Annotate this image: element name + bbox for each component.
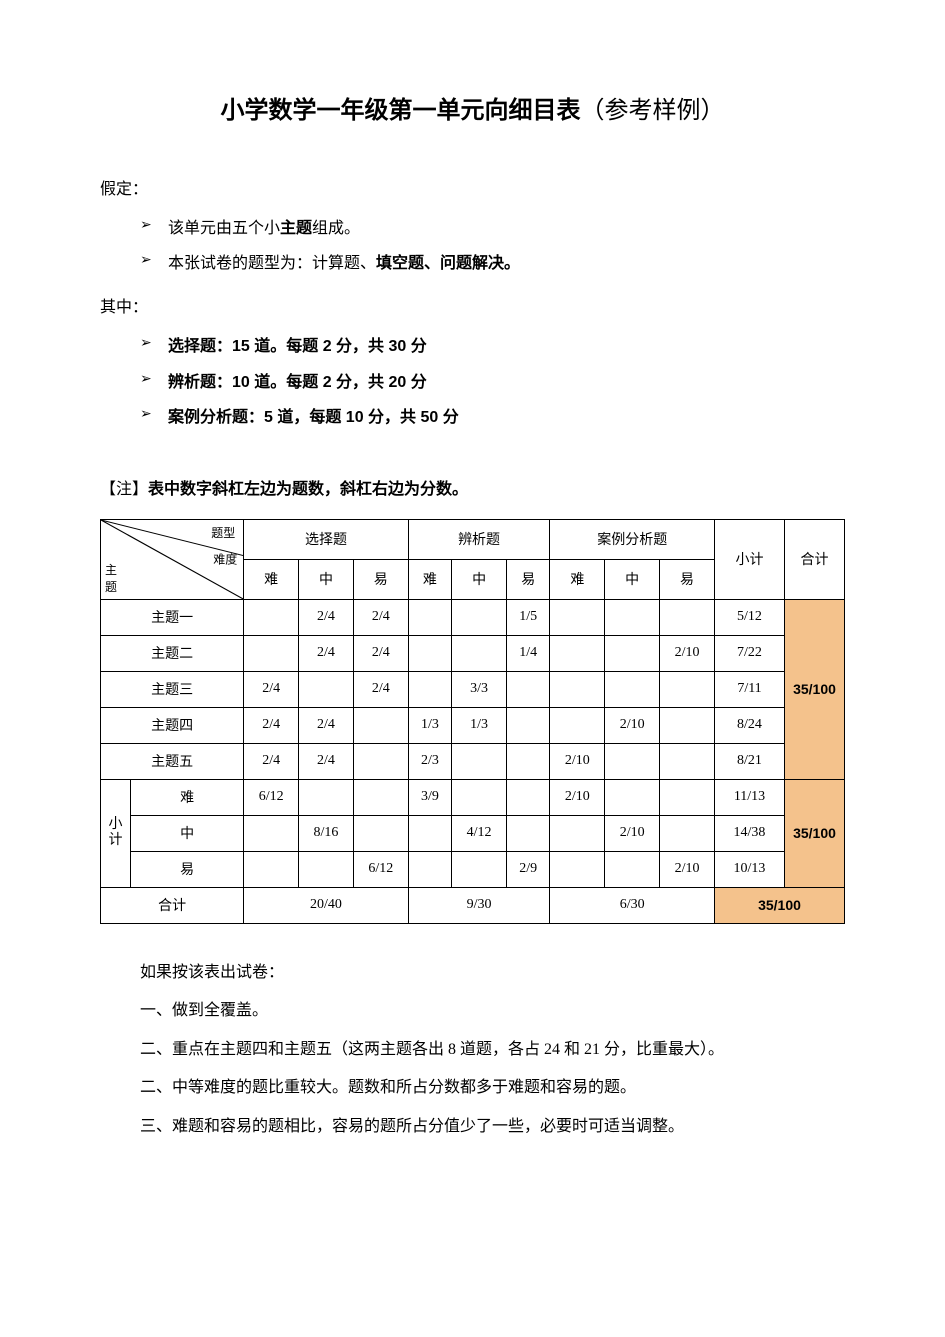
title-bold: 小学数学一年级第一单元向细目表 <box>221 97 581 124</box>
list-item: 该单元由五个小主题组成。 <box>140 211 845 246</box>
among-list: 选择题：15 道。每题 2 分，共 30 分 辨析题：10 道。每题 2 分，共… <box>100 329 845 435</box>
list-item: 辨析题：10 道。每题 2 分，共 20 分 <box>140 365 845 400</box>
list-item: 案例分析题：5 道，每题 10 分，共 50 分 <box>140 400 845 435</box>
table-row: 主题四 2/42/4 1/31/3 2/10 8/24 <box>101 707 845 743</box>
footer-item: 二、中等难度的题比重较大。题数和所占分数都多于难题和容易的题。 <box>140 1069 845 1107</box>
header-total: 合计 <box>785 519 845 599</box>
grand-total-row: 合计 20/40 9/30 6/30 35/100 <box>101 887 845 923</box>
note: 【注】表中数字斜杠左边为题数，斜杠右边为分数。 <box>100 475 845 499</box>
corner-cell: 题型 难度 主 题 <box>101 519 244 599</box>
grand-total: 35/100 <box>715 887 845 923</box>
subtotal-row: 中 8/16 4/12 2/10 14/38 <box>101 815 845 851</box>
footer-item: 三、难题和容易的题相比，容易的题所占分值少了一些，必要时可适当调整。 <box>140 1108 845 1146</box>
assume-list: 该单元由五个小主题组成。 本张试卷的题型为：计算题、填空题、问题解决。 <box>100 211 845 281</box>
header-group: 辨析题 <box>408 519 550 559</box>
footer-item: 二、重点在主题四和主题五（这两主题各出 8 道题，各占 24 和 21 分，比重… <box>140 1031 845 1069</box>
table-row: 主题三 2/42/4 3/3 7/11 <box>101 671 845 707</box>
footer-text: 如果按该表出试卷： 一、做到全覆盖。 二、重点在主题四和主题五（这两主题各出 8… <box>100 954 845 1146</box>
title-normal: （参考样例） <box>581 98 725 124</box>
subtotal-row: 小 计 难 6/12 3/9 2/10 11/13 35/100 <box>101 779 845 815</box>
list-item: 本张试卷的题型为：计算题、填空题、问题解决。 <box>140 246 845 281</box>
header-group: 选择题 <box>244 519 408 559</box>
detail-table: 题型 难度 主 题 选择题 辨析题 案例分析题 小计 合计 难 中 易 难 中 … <box>100 519 845 924</box>
document-title: 小学数学一年级第一单元向细目表（参考样例） <box>100 90 845 125</box>
table-row: 主题五 2/42/4 2/3 2/10 8/21 <box>101 743 845 779</box>
subtotal-total: 35/100 <box>785 779 845 887</box>
corner-bottom: 主 题 <box>105 561 117 595</box>
list-item: 选择题：15 道。每题 2 分，共 30 分 <box>140 329 845 364</box>
header-subtotal: 小计 <box>715 519 785 599</box>
table-header-row: 题型 难度 主 题 选择题 辨析题 案例分析题 小计 合计 <box>101 519 845 559</box>
table-row: 主题二 2/42/4 1/4 2/10 7/22 <box>101 635 845 671</box>
footer-item: 一、做到全覆盖。 <box>140 992 845 1030</box>
among-label: 其中： <box>100 293 845 317</box>
footer-intro: 如果按该表出试卷： <box>140 954 845 992</box>
header-group: 案例分析题 <box>550 519 715 559</box>
subtotal-label: 小 计 <box>101 779 131 887</box>
subtotal-row: 易 6/12 2/9 2/10 10/13 <box>101 851 845 887</box>
table-row: 主题一 2/42/4 1/5 5/12 35/100 <box>101 599 845 635</box>
row-total: 35/100 <box>785 599 845 779</box>
assume-label: 假定： <box>100 175 845 199</box>
